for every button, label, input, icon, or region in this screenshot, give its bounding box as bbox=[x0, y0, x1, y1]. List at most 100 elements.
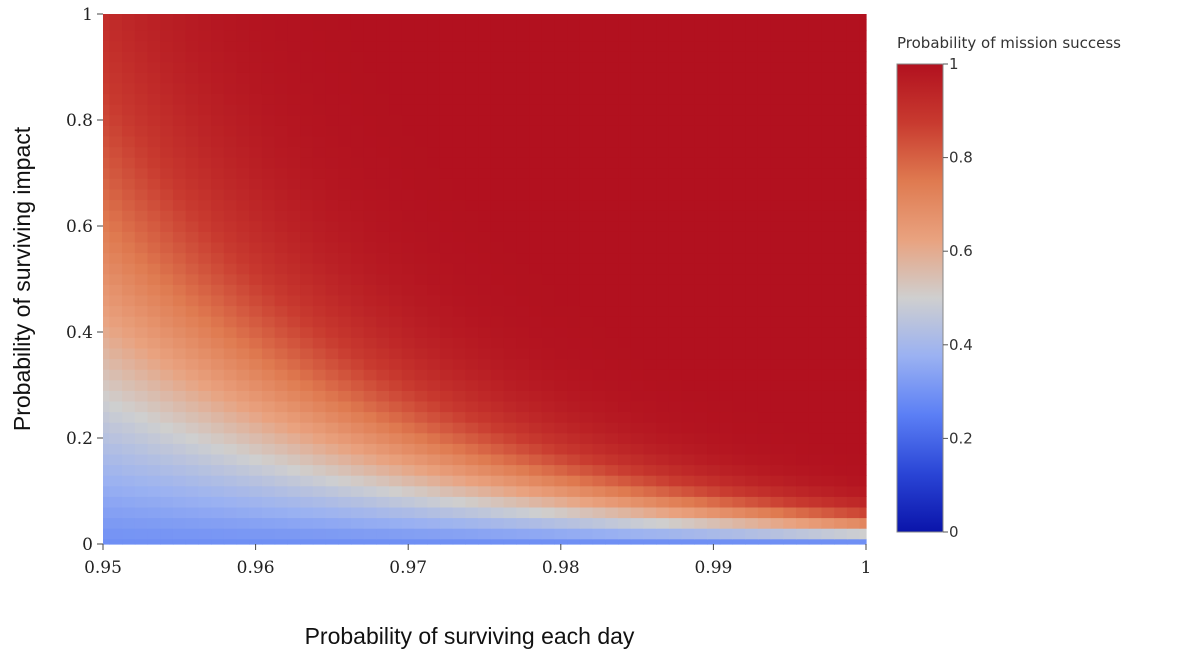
heatmap-cell bbox=[338, 411, 352, 423]
heatmap-cell bbox=[465, 485, 479, 497]
heatmap-cell bbox=[719, 443, 734, 455]
heatmap-cell bbox=[103, 347, 110, 360]
heatmap-cell bbox=[694, 506, 708, 519]
heatmap-cell bbox=[567, 422, 581, 434]
heatmap-cell bbox=[630, 422, 645, 434]
heatmap-cell bbox=[172, 273, 187, 285]
y-tick-label: 0.4 bbox=[66, 323, 93, 343]
heatmap-cell bbox=[757, 538, 772, 545]
heatmap-cell bbox=[134, 188, 149, 201]
heatmap-cell bbox=[401, 400, 416, 413]
heatmap-cell bbox=[541, 188, 556, 201]
heatmap-cell bbox=[643, 167, 657, 179]
heatmap-cell bbox=[376, 358, 390, 370]
heatmap-cell bbox=[172, 14, 187, 20]
heatmap-cell bbox=[757, 104, 772, 116]
heatmap-cell bbox=[656, 29, 670, 42]
heatmap-cell bbox=[567, 263, 581, 275]
heatmap-cell bbox=[490, 316, 505, 328]
heatmap-cell bbox=[338, 14, 352, 20]
heatmap-cell bbox=[122, 294, 136, 307]
heatmap-cell bbox=[821, 337, 835, 349]
heatmap-cell bbox=[783, 104, 797, 116]
heatmap-cell bbox=[630, 252, 645, 264]
heatmap-cell bbox=[109, 443, 123, 455]
heatmap-cell bbox=[185, 496, 199, 508]
heatmap-cell bbox=[707, 188, 721, 201]
heatmap-cell bbox=[122, 496, 136, 508]
heatmap-cell bbox=[490, 51, 505, 63]
heatmap-cell bbox=[211, 82, 225, 95]
heatmap-cell bbox=[541, 40, 556, 52]
heatmap-cell bbox=[300, 284, 314, 296]
heatmap-cell bbox=[312, 443, 327, 455]
heatmap-cell bbox=[363, 528, 378, 540]
heatmap-cell bbox=[465, 326, 479, 338]
heatmap-cell bbox=[796, 125, 810, 137]
heatmap-cell bbox=[567, 517, 581, 529]
heatmap-cell bbox=[490, 422, 505, 434]
heatmap-cell bbox=[172, 188, 187, 201]
heatmap-cell bbox=[541, 347, 556, 360]
heatmap-cell bbox=[846, 400, 861, 413]
heatmap-cell bbox=[236, 422, 250, 434]
heatmap-cell bbox=[834, 178, 848, 190]
heatmap-cell bbox=[103, 167, 110, 179]
heatmap-cell bbox=[719, 358, 734, 370]
heatmap-cell bbox=[567, 220, 581, 232]
heatmap-cell bbox=[287, 506, 301, 519]
heatmap-cell bbox=[427, 252, 441, 264]
heatmap-cell bbox=[783, 422, 797, 434]
heatmap-cell bbox=[147, 146, 161, 158]
heatmap-cell bbox=[236, 125, 250, 137]
heatmap-cell bbox=[554, 146, 568, 158]
heatmap-cell bbox=[211, 506, 225, 519]
heatmap-cell bbox=[541, 220, 556, 232]
heatmap-cell bbox=[579, 40, 594, 52]
heatmap-cell bbox=[605, 114, 619, 126]
heatmap-cell bbox=[592, 157, 606, 169]
heatmap-cell bbox=[325, 51, 339, 63]
heatmap-cell bbox=[211, 199, 225, 211]
heatmap-cell bbox=[567, 400, 581, 413]
heatmap-cell bbox=[757, 464, 772, 476]
heatmap-cell bbox=[554, 400, 568, 413]
heatmap-cell bbox=[643, 104, 657, 116]
heatmap-cell bbox=[668, 432, 683, 444]
heatmap-cell bbox=[147, 135, 161, 148]
heatmap-cell bbox=[503, 475, 517, 487]
heatmap-cell bbox=[529, 125, 543, 137]
heatmap-cell bbox=[846, 379, 861, 391]
heatmap-cell bbox=[287, 411, 301, 423]
heatmap-cell bbox=[579, 29, 594, 42]
heatmap-cell bbox=[567, 273, 581, 285]
heatmap-cell bbox=[287, 358, 301, 370]
heatmap-cell bbox=[287, 220, 301, 232]
heatmap-cell bbox=[630, 19, 645, 31]
x-tick-label: 0.98 bbox=[542, 558, 580, 578]
heatmap-cell bbox=[185, 305, 199, 317]
heatmap-cell bbox=[261, 220, 276, 232]
heatmap-cell bbox=[796, 379, 810, 391]
heatmap-cell bbox=[147, 82, 161, 95]
heatmap-cell bbox=[757, 263, 772, 275]
heatmap-cell bbox=[465, 114, 479, 126]
heatmap-cell bbox=[427, 125, 441, 137]
heatmap-cell bbox=[668, 337, 683, 349]
heatmap-cell bbox=[643, 432, 657, 444]
heatmap-cell bbox=[541, 146, 556, 158]
heatmap-cell bbox=[103, 358, 110, 370]
heatmap-cell bbox=[834, 19, 848, 31]
heatmap-cell bbox=[745, 199, 759, 211]
heatmap-cell bbox=[529, 114, 543, 126]
heatmap-cell bbox=[465, 432, 479, 444]
heatmap-cell bbox=[249, 252, 263, 264]
heatmap-cell bbox=[211, 284, 225, 296]
heatmap-cell bbox=[567, 284, 581, 296]
heatmap-cell bbox=[376, 29, 390, 42]
heatmap-cell bbox=[745, 337, 759, 349]
heatmap-cell bbox=[363, 146, 378, 158]
heatmap-cell bbox=[834, 347, 848, 360]
heatmap-cell bbox=[185, 220, 199, 232]
heatmap-cell bbox=[846, 538, 861, 545]
